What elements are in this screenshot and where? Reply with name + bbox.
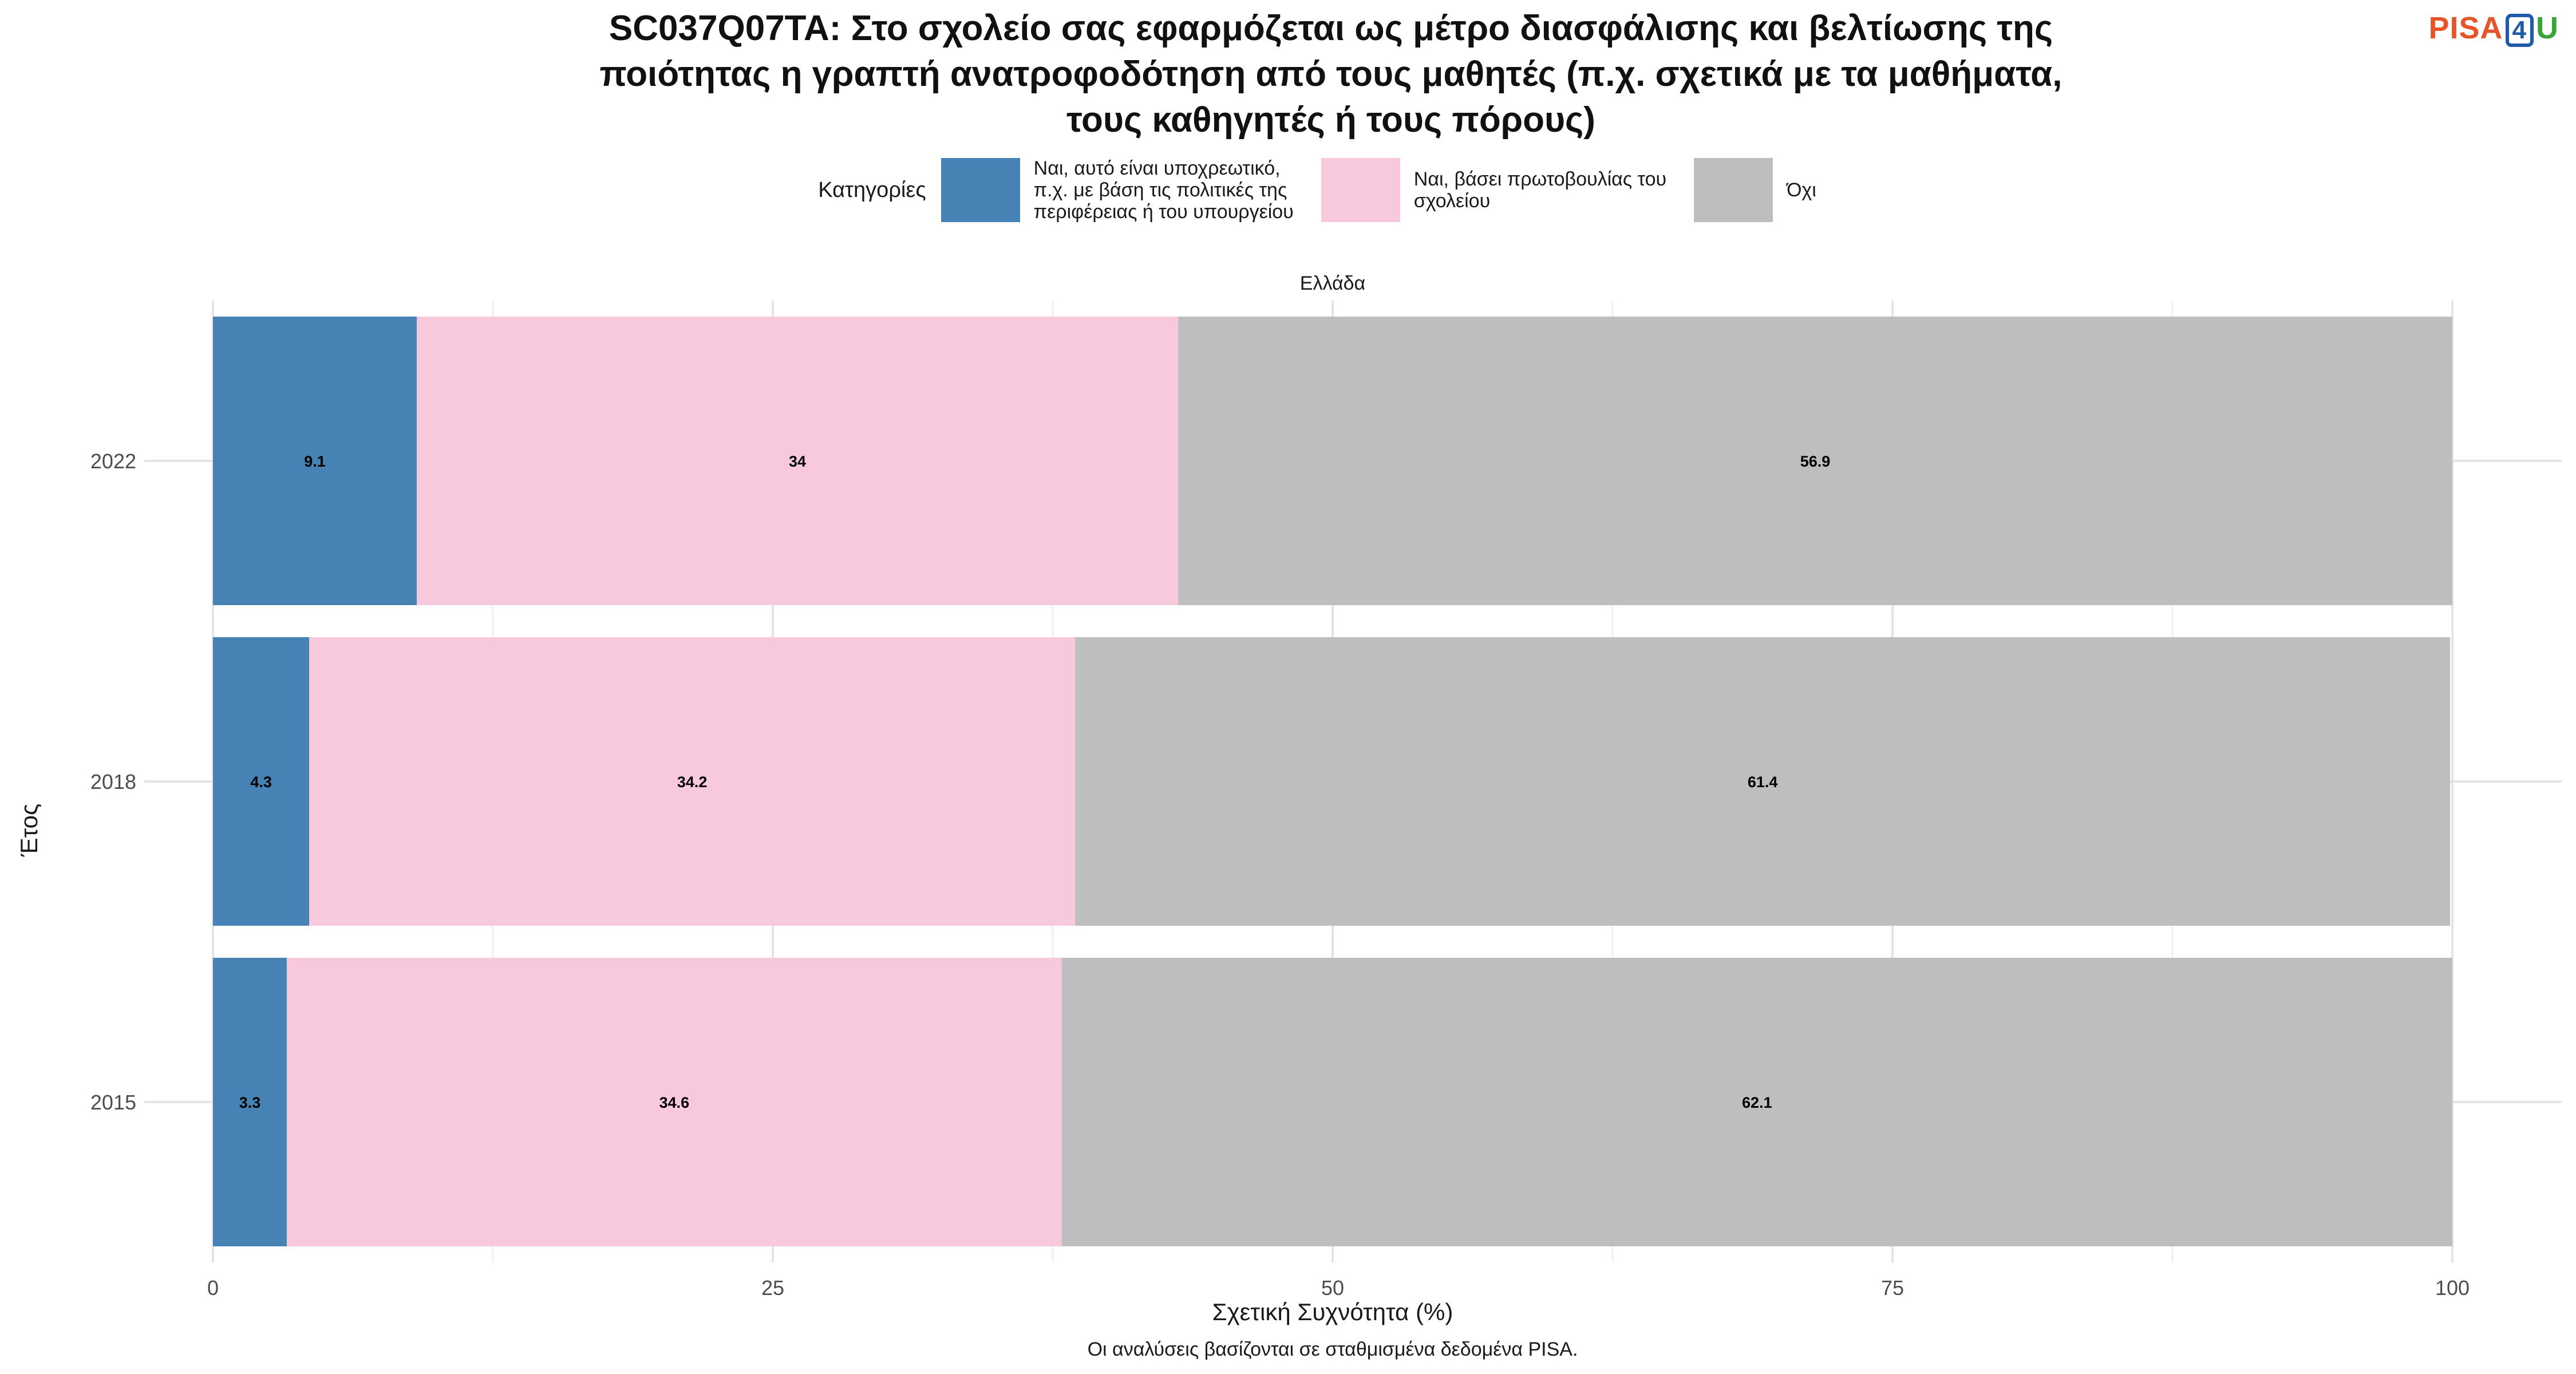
x-tick-label: 100 [2435,1276,2470,1300]
bar-2015-series-2 [1061,958,2452,1246]
logo-four-text: 4 [2505,14,2534,47]
x-tick-label: 0 [207,1276,219,1300]
caption: Οι αναλύσεις βασίζονται σε σταθμισμένα δ… [1087,1339,1578,1360]
legend-title: Κατηγορίες [818,177,926,202]
logo-u-text: U [2536,11,2559,45]
bar-2015-series-1 [287,958,1062,1246]
data-label-2015-series-0: 3.3 [239,1094,261,1111]
bar-2018-series-1 [309,637,1076,926]
legend-item-mandatory: Ναι, αυτό είναι υποχρεωτικό, π.χ. με βάσ… [941,157,1294,223]
bar-2022-series-1 [416,317,1179,605]
data-label-2022-series-0: 9.1 [304,453,326,470]
chart-title: SC037Q07TA: Στο σχολείο σας εφαρμόζεται … [0,6,2576,143]
legend-label-school-initiative: Ναι, βάσει πρωτοβουλίας του σχολείου [1413,168,1667,212]
facet-label: Ελλάδα [1299,273,1366,294]
legend-swatch-no [1694,158,1773,222]
data-label-2018-series-1: 34.2 [677,773,708,791]
x-axis-title: Σχετική Συχνότητα (%) [1212,1298,1453,1325]
bar-2018-series-0 [213,637,310,926]
bar-2018-series-2 [1075,637,2451,926]
legend-label-mandatory: Ναι, αυτό είναι υποχρεωτικό, π.χ. με βάσ… [1033,157,1294,223]
x-tick-label: 50 [1321,1276,1344,1300]
bar-2022-series-2 [1178,317,2452,605]
data-label-2015-series-2: 62.1 [1742,1094,1772,1111]
data-label-2018-series-0: 4.3 [250,773,272,791]
legend-item-school-initiative: Ναι, βάσει πρωτοβουλίας του σχολείου [1321,158,1666,222]
bar-2022-series-0 [213,317,417,605]
bar-2015-series-0 [213,958,287,1246]
x-tick-label: 75 [1881,1276,1904,1300]
chart-title-line-3: τους καθηγητές ή τους πόρους) [1066,100,1595,140]
y-tick-label: 2022 [90,449,136,473]
y-axis-title-text: Έτος [15,803,42,857]
legend-swatch-school-initiative [1321,158,1400,222]
logo-pisa-text: PISA [2428,11,2503,45]
data-label-2018-series-2: 61.4 [1748,773,1778,791]
legend: Κατηγορίες Ναι, αυτό είναι υποχρεωτικό, … [0,157,2576,223]
y-tick-label: 2015 [90,1091,136,1114]
legend-swatch-mandatory [941,158,1020,222]
pisa4u-logo: PISA 4 U [2428,10,2559,47]
y-tick-label: 2018 [90,770,136,793]
legend-item-no: Όχι [1694,158,1816,222]
y-axis-title: Έτος [3,804,55,857]
x-tick-label: 25 [761,1276,784,1300]
chart-title-line-2: ποιότητας η γραπτή ανατροφοδότηση από το… [599,54,2063,94]
data-label-2022-series-2: 56.9 [1800,453,1831,470]
legend-label-no: Όχι [1787,179,1816,201]
chart-title-line-1: SC037Q07TA: Στο σχολείο σας εφαρμόζεται … [609,9,2053,48]
data-label-2022-series-1: 34 [789,453,806,470]
data-label-2015-series-1: 34.6 [659,1094,690,1111]
